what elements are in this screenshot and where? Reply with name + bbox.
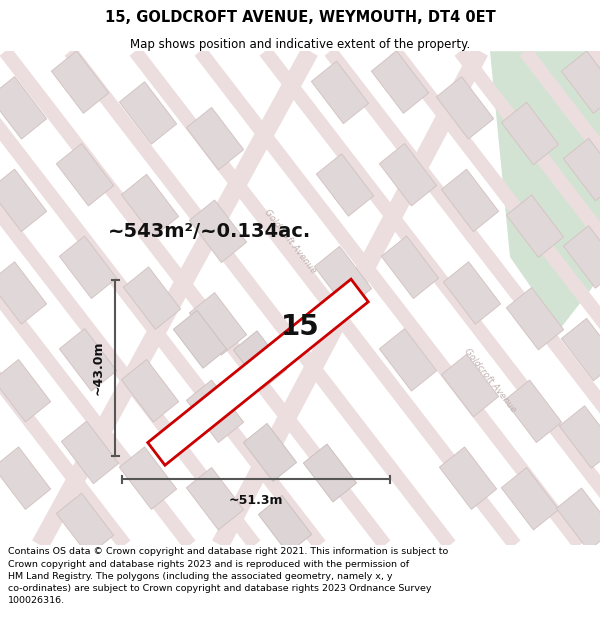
Polygon shape bbox=[379, 144, 437, 206]
Polygon shape bbox=[0, 359, 50, 422]
Polygon shape bbox=[260, 47, 600, 549]
Polygon shape bbox=[455, 47, 600, 549]
Polygon shape bbox=[61, 421, 119, 484]
Polygon shape bbox=[187, 107, 244, 170]
Polygon shape bbox=[190, 200, 247, 262]
Text: ~51.3m: ~51.3m bbox=[229, 494, 283, 507]
Polygon shape bbox=[187, 380, 244, 442]
Polygon shape bbox=[59, 329, 116, 391]
Polygon shape bbox=[0, 262, 47, 324]
Polygon shape bbox=[190, 292, 247, 355]
Polygon shape bbox=[439, 447, 497, 509]
Text: 15: 15 bbox=[281, 313, 319, 341]
Polygon shape bbox=[389, 47, 600, 549]
Polygon shape bbox=[443, 262, 500, 324]
Polygon shape bbox=[187, 468, 244, 530]
Polygon shape bbox=[559, 406, 600, 468]
Polygon shape bbox=[506, 195, 563, 258]
Polygon shape bbox=[0, 47, 196, 549]
Polygon shape bbox=[562, 51, 600, 113]
Polygon shape bbox=[52, 51, 109, 113]
Polygon shape bbox=[173, 311, 227, 368]
Polygon shape bbox=[56, 144, 113, 206]
Text: ~43.0m: ~43.0m bbox=[92, 340, 105, 395]
Polygon shape bbox=[556, 488, 600, 551]
Polygon shape bbox=[121, 359, 179, 422]
Polygon shape bbox=[119, 447, 176, 509]
Polygon shape bbox=[65, 47, 455, 549]
Text: Map shows position and indicative extent of the property.: Map shows position and indicative extent… bbox=[130, 39, 470, 51]
Polygon shape bbox=[244, 424, 296, 481]
Polygon shape bbox=[490, 51, 600, 329]
Polygon shape bbox=[32, 47, 318, 549]
Polygon shape bbox=[584, 47, 600, 549]
Polygon shape bbox=[148, 279, 368, 465]
Polygon shape bbox=[379, 329, 437, 391]
Polygon shape bbox=[316, 154, 374, 216]
Polygon shape bbox=[0, 77, 47, 139]
Polygon shape bbox=[382, 236, 439, 299]
Polygon shape bbox=[563, 226, 600, 288]
Polygon shape bbox=[233, 331, 287, 389]
Polygon shape bbox=[212, 47, 488, 549]
Polygon shape bbox=[311, 61, 368, 124]
Polygon shape bbox=[505, 380, 562, 442]
Polygon shape bbox=[304, 444, 356, 502]
Polygon shape bbox=[325, 47, 600, 549]
Polygon shape bbox=[0, 47, 130, 549]
Polygon shape bbox=[130, 47, 520, 549]
Text: Goldcroft Avenue: Goldcroft Avenue bbox=[462, 347, 518, 414]
Text: ~543m²/~0.134ac.: ~543m²/~0.134ac. bbox=[109, 222, 311, 241]
Polygon shape bbox=[563, 138, 600, 201]
Polygon shape bbox=[259, 496, 311, 553]
Polygon shape bbox=[442, 354, 499, 417]
Polygon shape bbox=[371, 51, 428, 113]
Polygon shape bbox=[442, 169, 499, 232]
Polygon shape bbox=[59, 236, 116, 299]
Polygon shape bbox=[502, 102, 559, 165]
Polygon shape bbox=[0, 47, 325, 549]
Polygon shape bbox=[520, 47, 600, 549]
Polygon shape bbox=[502, 468, 559, 530]
Polygon shape bbox=[119, 82, 176, 144]
Polygon shape bbox=[314, 246, 371, 309]
Polygon shape bbox=[0, 169, 47, 232]
Polygon shape bbox=[436, 77, 494, 139]
Text: Goldcroft Avenue: Goldcroft Avenue bbox=[262, 208, 318, 275]
Polygon shape bbox=[124, 267, 181, 329]
Text: 15, GOLDCROFT AVENUE, WEYMOUTH, DT4 0ET: 15, GOLDCROFT AVENUE, WEYMOUTH, DT4 0ET bbox=[104, 10, 496, 25]
Polygon shape bbox=[56, 493, 113, 556]
Polygon shape bbox=[194, 47, 586, 549]
Polygon shape bbox=[0, 47, 260, 549]
Polygon shape bbox=[562, 318, 600, 381]
Polygon shape bbox=[506, 288, 563, 350]
Polygon shape bbox=[121, 174, 179, 237]
Polygon shape bbox=[0, 47, 391, 549]
Text: Contains OS data © Crown copyright and database right 2021. This information is : Contains OS data © Crown copyright and d… bbox=[8, 548, 448, 605]
Polygon shape bbox=[0, 447, 50, 509]
